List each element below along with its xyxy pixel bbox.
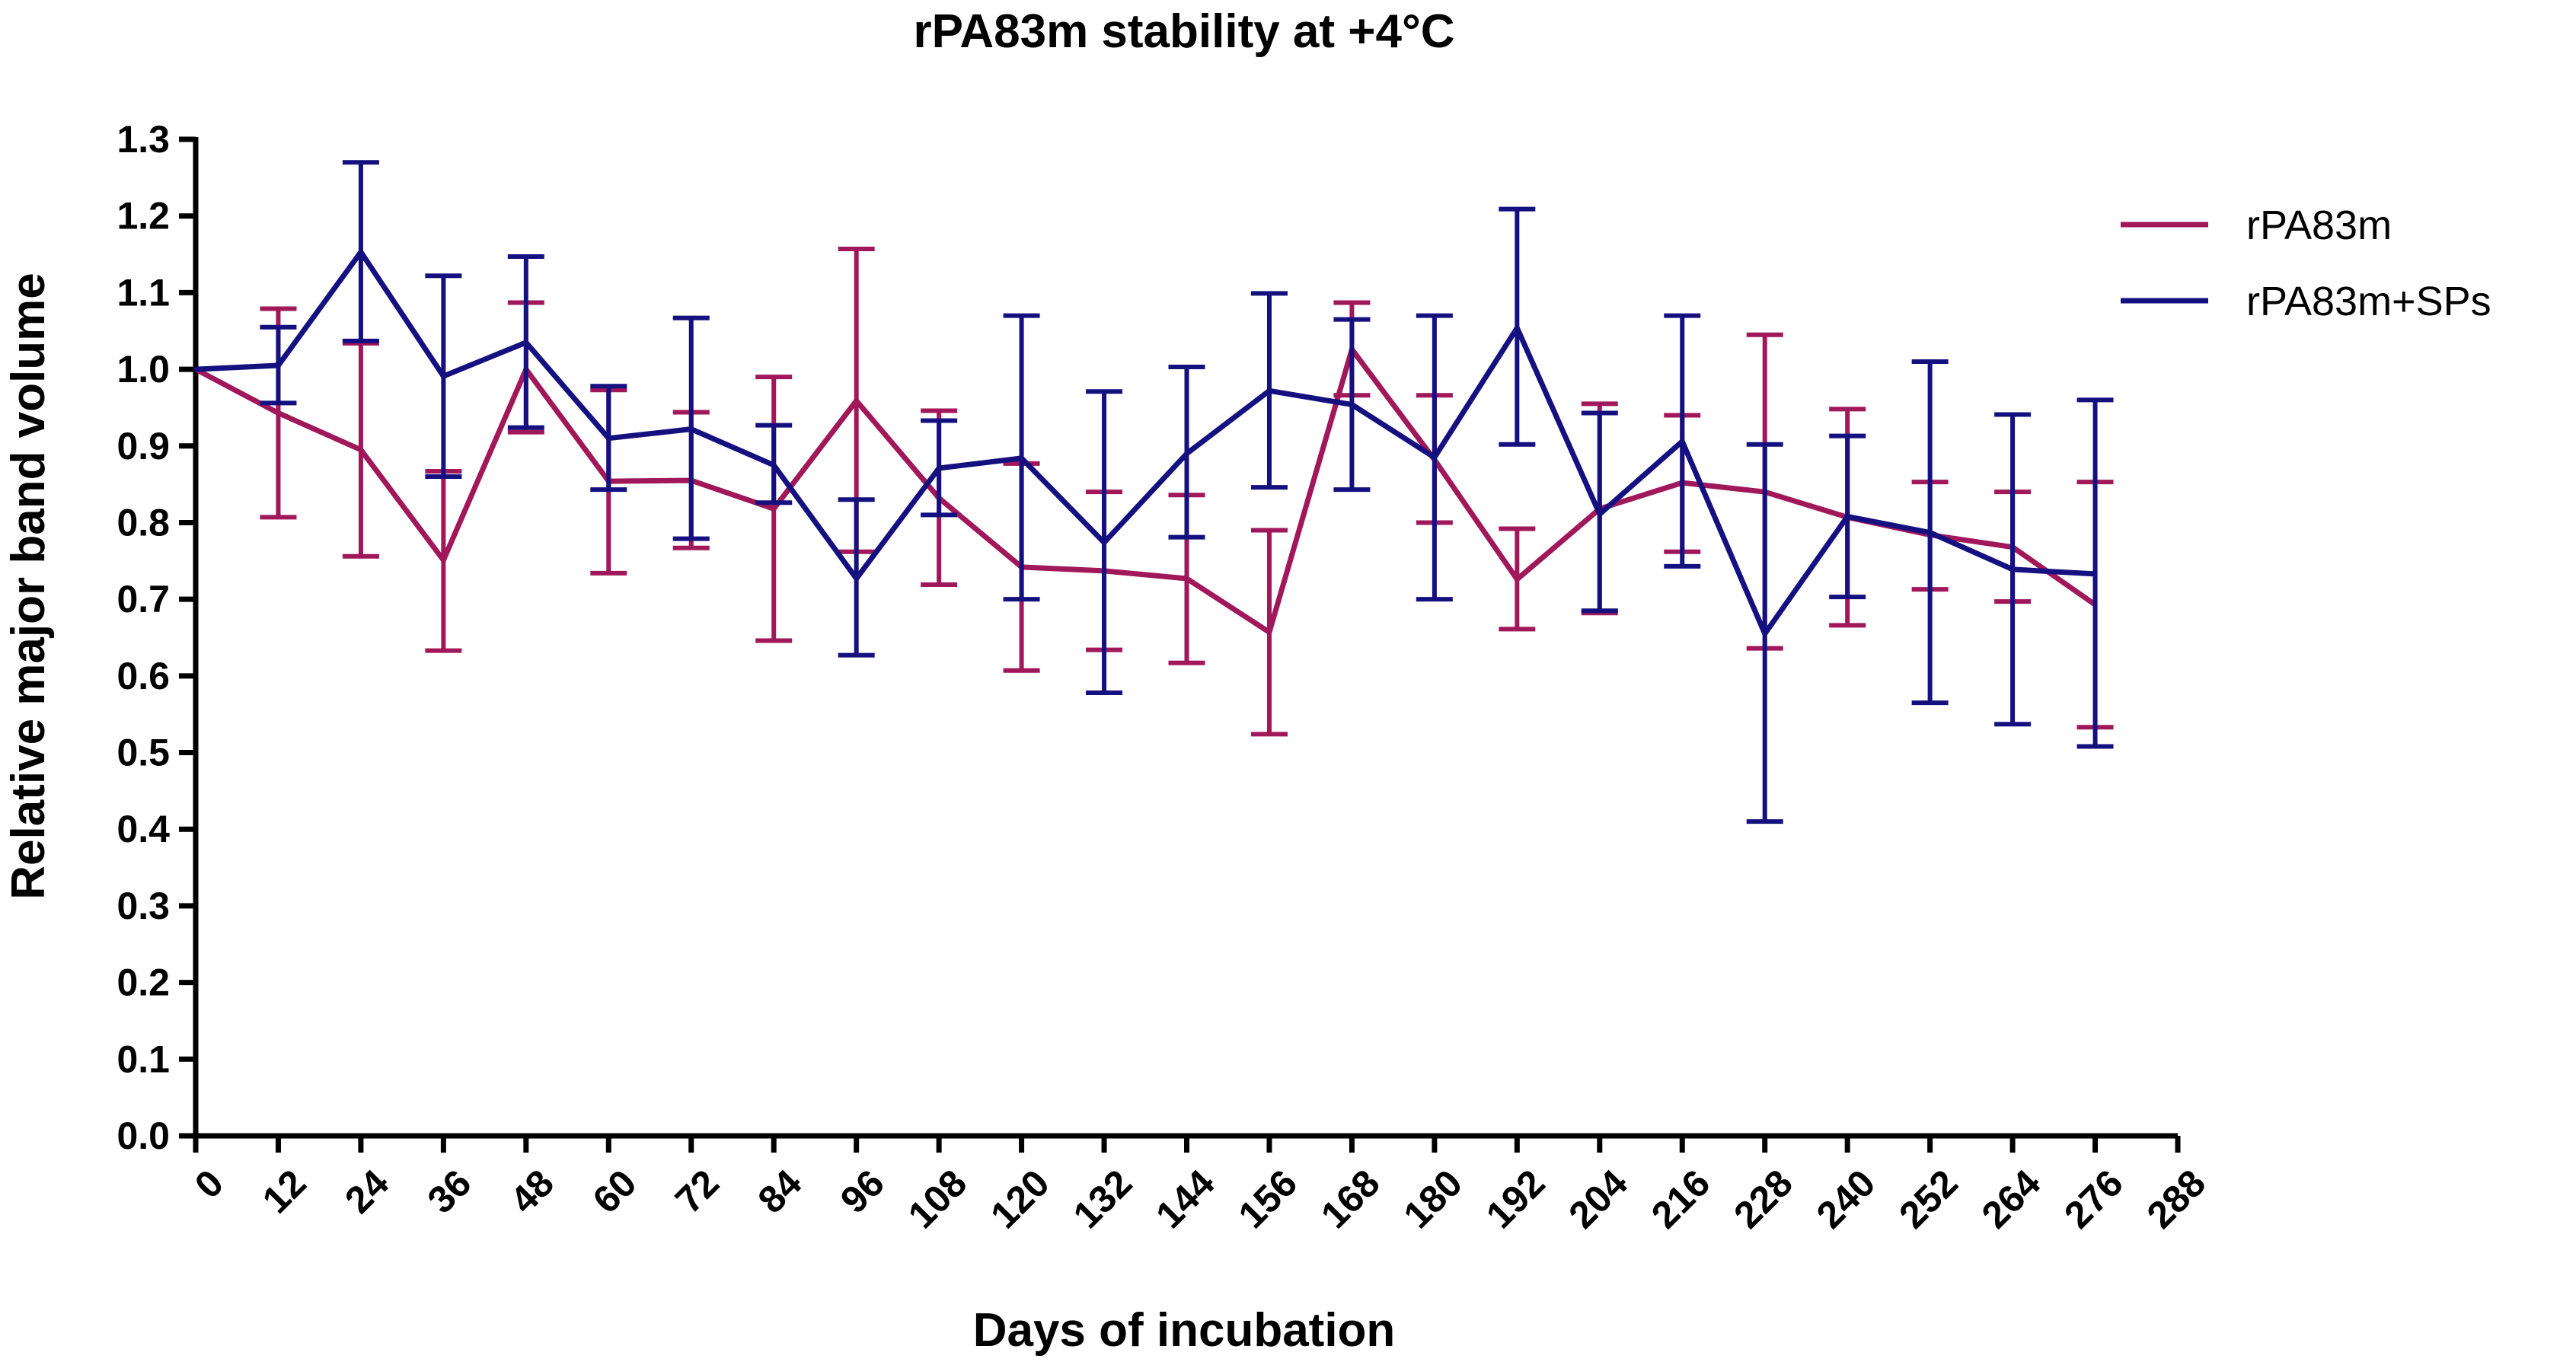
data-point	[358, 447, 363, 452]
data-point	[441, 374, 446, 379]
chart-title: rPA83m stability at +4°C	[913, 5, 1454, 58]
data-point	[1432, 454, 1437, 460]
x-tick-label: 144	[1148, 1162, 1223, 1237]
data-point	[937, 465, 942, 470]
y-tick-label: 0.5	[117, 732, 170, 774]
x-ticks: 0 12 24 36 48 60 72 84 96 108 120 132 144 156 168 180 19…	[187, 1136, 2214, 1236]
data-point	[1762, 631, 1767, 636]
x-axis-label: Days of incubation	[973, 1304, 1396, 1357]
data-point	[358, 250, 363, 255]
y-axis-label: Relative major band volume	[2, 273, 55, 899]
data-point	[1349, 402, 1355, 407]
y-tick-label: 0.3	[117, 885, 170, 927]
x-tick-label: 168	[1313, 1162, 1388, 1237]
data-point	[1927, 530, 1933, 535]
data-point	[523, 340, 528, 345]
y-tick-label: 1.2	[117, 195, 170, 238]
data-point	[1184, 576, 1189, 581]
data-point	[276, 410, 281, 416]
data-point	[441, 557, 446, 563]
x-tick-label: 180	[1396, 1162, 1471, 1237]
x-tick-label: 24	[337, 1162, 397, 1222]
x-tick-label: 264	[1974, 1162, 2049, 1237]
x-tick-label: 120	[982, 1162, 1058, 1237]
data-point	[1515, 576, 1520, 582]
data-point	[1597, 512, 1602, 517]
data-point	[1184, 451, 1189, 456]
y-tick-label: 0.1	[117, 1038, 170, 1080]
x-tick-label: 288	[2139, 1162, 2214, 1237]
series-rpa83m-sps	[193, 160, 2114, 824]
y-tick-label: 1.3	[117, 118, 170, 161]
y-tick-label: 0.0	[117, 1115, 170, 1157]
legend-label: rPA83m	[2246, 203, 2392, 248]
data-point	[1019, 455, 1024, 461]
y-tick-label: 1.0	[117, 348, 170, 391]
data-point	[854, 576, 859, 581]
y-tick-label: 0.6	[117, 655, 170, 697]
x-tick-label: 96	[832, 1162, 892, 1222]
legend-item: rPA83m	[2121, 203, 2392, 248]
y-tick-label: 0.2	[117, 962, 170, 1004]
data-point	[606, 435, 611, 441]
x-tick-label: 204	[1560, 1162, 1636, 1237]
x-tick-label: 216	[1643, 1162, 1719, 1237]
y-tick-label: 0.9	[117, 425, 170, 467]
x-tick-label: 108	[900, 1162, 975, 1237]
y-tick-label: 1.1	[117, 271, 170, 314]
legend-label: rPA83m+SPs	[2246, 279, 2491, 324]
data-point	[688, 426, 694, 432]
data-point	[2092, 571, 2098, 576]
data-point	[1266, 630, 1272, 635]
x-tick-label: 228	[1725, 1162, 1801, 1237]
data-point	[2010, 566, 2016, 572]
y-ticks: 0.0 0.1 0.2 0.3 0.4 0.5 0.6 0.7 0.8 0.9 1.0 1.1 1.2 1…	[117, 118, 196, 1157]
y-tick-label: 0.4	[117, 808, 170, 850]
series-layer	[193, 160, 2114, 824]
data-point	[1680, 439, 1685, 444]
data-point	[1845, 514, 1850, 519]
x-tick-label: 240	[1808, 1162, 1884, 1237]
x-tick-label: 36	[420, 1162, 480, 1222]
data-point	[771, 462, 777, 467]
data-point	[1266, 388, 1272, 394]
x-tick-label: 48	[502, 1162, 562, 1222]
x-tick-label: 0	[187, 1162, 231, 1207]
x-tick-label: 252	[1891, 1162, 1966, 1237]
x-tick-label: 84	[750, 1162, 810, 1222]
x-tick-label: 276	[2056, 1162, 2131, 1237]
x-tick-label: 156	[1231, 1162, 1306, 1237]
legend-item: rPA83m+SPs	[2121, 279, 2491, 324]
y-tick-label: 0.8	[117, 501, 170, 544]
x-tick-label: 132	[1065, 1162, 1141, 1237]
series-line	[195, 249, 2096, 636]
data-point	[854, 398, 859, 403]
series-line	[194, 346, 2097, 635]
data-point	[771, 506, 777, 512]
x-tick-label: 192	[1478, 1162, 1553, 1237]
x-tick-label: 60	[585, 1162, 645, 1222]
data-point	[276, 363, 281, 368]
data-point	[193, 367, 198, 372]
x-tick-label: 12	[254, 1162, 314, 1222]
x-tick-label: 72	[667, 1162, 727, 1222]
data-point	[1102, 540, 1107, 545]
legend: rPA83m rPA83m+SPs	[2121, 203, 2491, 324]
data-point	[1515, 325, 1520, 330]
y-tick-label: 0.7	[117, 578, 170, 620]
